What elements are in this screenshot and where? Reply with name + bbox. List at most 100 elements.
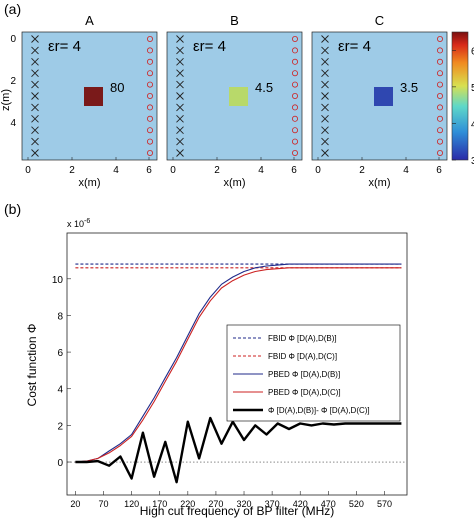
source-cross-icon — [321, 46, 329, 55]
receiver-circle-icon — [146, 104, 153, 111]
source-cross-icon — [31, 35, 39, 43]
x-tick-label: 4 — [258, 165, 264, 176]
receiver-circle-icon — [436, 47, 443, 54]
panel-b-label: (b) — [4, 201, 21, 217]
permittivity-label: εr= 4 — [193, 38, 226, 55]
legend: FBID Φ [D(A),D(B)] FBID Φ [D(A),D(C)] PBED… — [233, 334, 370, 415]
source-cross-icon — [321, 103, 329, 112]
receiver-circle-icon — [291, 127, 298, 134]
source-cross-icon — [321, 69, 329, 78]
subplot-b: Bεr= 4 4.5 0 2 4 6 x(m) — [166, 13, 303, 189]
y-tick-label: 8 — [57, 311, 63, 322]
legend-entry: Φ [D(A),D(B)]- Φ [D(A),D(C)] — [268, 406, 370, 415]
source-cross-icon — [321, 114, 329, 123]
receiver-circle-icon — [146, 70, 153, 77]
plot-area: 20 70 120 170 220 270 320 370 420 470 520 570 0 2 4 6 8 1… — [52, 263, 407, 509]
receiver-circle-icon — [291, 81, 298, 88]
source-cross-icon — [31, 103, 39, 112]
receiver-circle-icon — [436, 93, 443, 100]
legend-entry: PBED Φ [D(A),D(C)] — [268, 388, 341, 397]
x-tick-label: 170 — [152, 499, 167, 509]
receiver-circle-icon — [291, 93, 298, 100]
source-cross-icon — [176, 126, 184, 135]
source-cross-icon — [176, 80, 184, 89]
x-tick-label: 520 — [349, 499, 364, 509]
x-tick-label: 2 — [69, 165, 75, 176]
source-cross-icon — [176, 149, 184, 157]
source-cross-icon — [31, 137, 39, 146]
receiver-circle-icon — [146, 115, 153, 122]
source-cross-icon — [176, 69, 184, 78]
receiver-circle-icon — [146, 127, 153, 134]
source-cross-icon — [176, 57, 184, 66]
subplot-title: C — [375, 13, 384, 28]
subplot-x-axis-label: x(m) — [369, 177, 391, 189]
receiver-circle-icon — [146, 93, 153, 100]
receiver-circle-icon — [146, 138, 153, 145]
series-line-4 — [75, 267, 402, 463]
source-cross-icon — [31, 57, 39, 66]
source-cross-icon — [176, 137, 184, 146]
y-tick-label: 2 — [10, 76, 16, 87]
panel-a-y-ticks: 0 2 4 — [10, 34, 16, 129]
permittivity-label: εr= 4 — [48, 38, 81, 55]
source-cross-icon — [176, 46, 184, 55]
anomaly-box — [84, 87, 103, 106]
y-tick-label: 2 — [57, 421, 63, 432]
y-tick-label: 4 — [57, 385, 63, 396]
receiver-circle-icon — [436, 81, 443, 88]
subplot-x-axis-label: x(m) — [79, 177, 101, 189]
source-cross-icon — [31, 126, 39, 135]
receiver-circle-icon — [291, 149, 298, 156]
y-tick-label: 0 — [57, 458, 63, 469]
legend-entry: PBED Φ [D(A),D(B)] — [268, 370, 340, 379]
source-cross-icon — [321, 137, 329, 146]
subplot-c: Cεr= 4 3.5 0 2 4 6 x(m) — [311, 13, 448, 189]
anomaly-value-label: 80 — [110, 80, 124, 95]
source-cross-icon — [321, 35, 329, 43]
x-tick-label: 320 — [237, 499, 252, 509]
source-cross-icon — [176, 92, 184, 100]
panel-a-label: (a) — [4, 1, 21, 17]
y-tick-label: 10 — [52, 275, 64, 286]
legend-entry: FBID Φ [D(A),D(C)] — [268, 352, 337, 361]
x-axis-label: High cut frequency of BP filter (MHz) — [140, 504, 335, 518]
x-tick-label: 6 — [436, 165, 442, 176]
x-tick-label: 70 — [99, 499, 109, 509]
y-axis-label: Cost function Φ — [25, 324, 39, 407]
receiver-circle-icon — [291, 47, 298, 54]
legend-box — [226, 324, 401, 422]
receiver-circle-icon — [146, 47, 153, 54]
x-tick-label: 0 — [315, 165, 321, 176]
receiver-circle-icon — [291, 115, 298, 122]
y-tick-label: 0 — [10, 34, 16, 45]
permittivity-label: εr= 4 — [338, 38, 371, 55]
series-line-5 — [75, 416, 402, 484]
receiver-circle-icon — [291, 138, 298, 145]
colorbar-tick-label: 4 — [471, 119, 474, 130]
subplot-x-axis-label: x(m) — [224, 177, 246, 189]
x-tick-label: 2 — [214, 165, 220, 176]
subplot-title: A — [85, 13, 94, 28]
receiver-circle-icon — [436, 36, 443, 43]
x-tick-label: 0 — [170, 165, 176, 176]
source-cross-icon — [321, 149, 329, 157]
anomaly-value-label: 3.5 — [400, 80, 418, 95]
receiver-circle-icon — [436, 127, 443, 134]
source-cross-icon — [31, 69, 39, 78]
receiver-circle-icon — [436, 138, 443, 145]
colorbar-ticks: 6 5 4 3 — [452, 46, 474, 167]
y-tick-label: 6 — [57, 348, 63, 359]
x-tick-label: 570 — [377, 499, 392, 509]
colorbar-tick-label: 5 — [471, 83, 474, 94]
x-tick-label: 370 — [265, 499, 280, 509]
y-tick-label: 4 — [10, 118, 16, 129]
source-cross-icon — [31, 114, 39, 123]
anomaly-value-label: 4.5 — [255, 80, 273, 95]
x-tick-label: 6 — [146, 165, 152, 176]
receiver-circle-icon — [146, 36, 153, 43]
receiver-circle-icon — [291, 58, 298, 65]
anomaly-box — [229, 87, 248, 106]
source-cross-icon — [31, 92, 39, 100]
